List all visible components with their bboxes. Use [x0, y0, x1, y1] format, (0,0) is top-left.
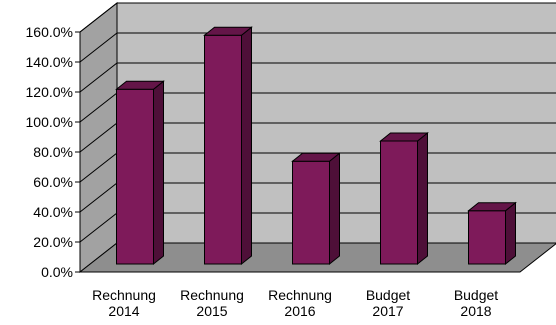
y-tick-label: 140.0% — [26, 54, 73, 70]
x-category-label: Rechnung 2015 — [180, 287, 244, 319]
y-tick-label: 20.0% — [33, 234, 73, 250]
y-tick-label: 100.0% — [26, 114, 73, 130]
bar-side — [153, 80, 164, 266]
y-tick-label: 160.0% — [26, 24, 73, 40]
bar — [467, 201, 517, 266]
bars — [115, 26, 517, 266]
bar-side — [329, 152, 340, 266]
bar-side — [241, 26, 252, 266]
x-category-label: Rechnung 2014 — [92, 287, 156, 319]
bar-top — [467, 202, 517, 212]
gridline — [79, 32, 556, 63]
x-category-label: Rechnung 2016 — [268, 287, 332, 319]
bar — [203, 26, 253, 266]
bar-front — [380, 140, 418, 265]
y-tick-label: 0.0% — [41, 264, 73, 280]
gridline — [79, 62, 556, 93]
bar-front — [468, 210, 506, 265]
y-tick-label: 120.0% — [26, 84, 73, 100]
y-tick-label: 60.0% — [33, 174, 73, 190]
bar-side — [417, 131, 428, 266]
y-tick-label: 80.0% — [33, 144, 73, 160]
y-tick-label: 40.0% — [33, 204, 73, 220]
bar-top — [115, 80, 165, 90]
bar-top — [203, 26, 253, 36]
bar — [115, 80, 165, 266]
bar-side — [505, 201, 516, 266]
x-axis: Rechnung 2014 Rechnung 2015 Rechnung 2016 Budg… — [80, 271, 520, 319]
bar-top — [291, 152, 341, 162]
bar — [291, 152, 341, 266]
bar-top — [379, 132, 429, 142]
bar-front — [204, 34, 242, 265]
y-axis: 0.0% 20.0% 40.0% 60.0% 80.0% 100.0% 120.0% 140.… — [26, 24, 81, 280]
bar-front — [292, 160, 330, 265]
gridline — [79, 2, 556, 33]
x-category-label: Budget 2018 — [454, 287, 498, 319]
x-category-label: Budget 2017 — [366, 287, 410, 319]
bar — [379, 131, 429, 266]
bar-front — [116, 88, 154, 265]
